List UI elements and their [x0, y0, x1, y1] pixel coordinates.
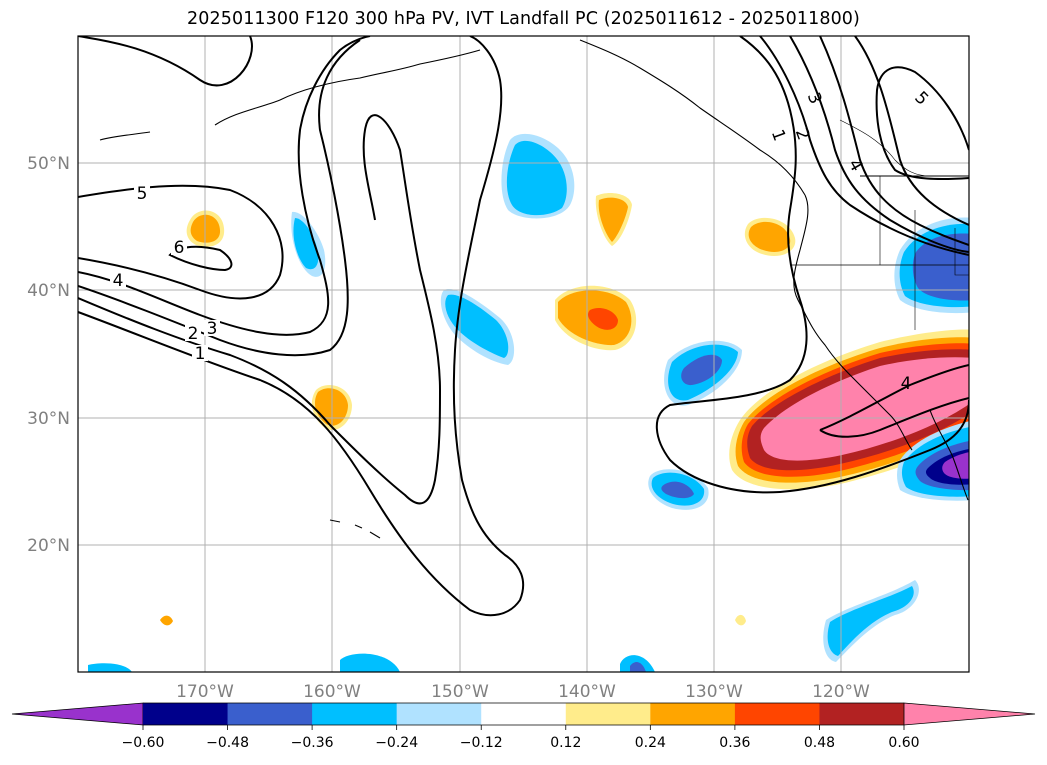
- colorbar-tick-label: 0.36: [719, 735, 750, 751]
- map-frame: [77, 35, 970, 673]
- colorbar-tick-label: −0.24: [375, 735, 418, 751]
- colorbar-extend-min: [11, 702, 144, 726]
- colorbar-extend-max: [903, 702, 1036, 726]
- longitude-labels: 170°W 160°W 150°W 140°W 130°W 120°W: [176, 682, 870, 702]
- lat-label: 30°N: [27, 409, 70, 429]
- colorbar-cell: [227, 703, 313, 725]
- pv-contours: [78, 36, 969, 617]
- contour-label: 6: [174, 238, 185, 258]
- contour-label: 1: [195, 344, 206, 364]
- map-panel: [78, 36, 969, 672]
- contour-label: 5: [137, 184, 148, 204]
- colorbar-tick-label: 0.24: [635, 735, 666, 751]
- colorbar-cell: [312, 703, 398, 725]
- colorbar-cell: [481, 703, 567, 725]
- contour-label: 4: [113, 271, 124, 291]
- anomaly-blob-negative: [340, 653, 400, 672]
- colorbar-cell: [650, 703, 736, 725]
- colorbar-cell: [396, 703, 482, 725]
- lat-label: 40°N: [27, 281, 70, 301]
- lat-label: 20°N: [27, 536, 70, 556]
- colorbar-tick-label: 0.48: [804, 735, 835, 751]
- colorbar-cell: [565, 703, 651, 725]
- lon-label: 160°W: [303, 682, 361, 702]
- lon-label: 170°W: [176, 682, 234, 702]
- anomaly-blob-positive: [735, 614, 746, 626]
- lon-label: 140°W: [558, 682, 616, 702]
- colorbar-tick-label: 0.60: [888, 735, 919, 751]
- colorbar-cell: [143, 703, 229, 725]
- colorbar-tick-label: 0.12: [550, 735, 581, 751]
- anomaly-blob-positive: [160, 615, 173, 626]
- colorbar-tick-label: −0.60: [122, 735, 165, 751]
- colorbar: −0.60 −0.48 −0.36 −0.24 −0.12 0.12 0.24 0.36 0.4…: [11, 702, 1036, 751]
- lat-label: 50°N: [27, 154, 70, 174]
- colorbar-cell: [819, 703, 905, 725]
- latitude-labels: 50°N 40°N 30°N 20°N: [27, 154, 70, 556]
- contour-label: 2: [188, 324, 199, 344]
- contour-label: 3: [207, 319, 218, 339]
- colorbar-tick-label: −0.12: [460, 735, 503, 751]
- colorbar-cell: [734, 703, 820, 725]
- lon-label: 130°W: [685, 682, 743, 702]
- colorbar-tick-label: −0.36: [291, 735, 334, 751]
- contour-label: 4: [901, 374, 912, 394]
- lon-label: 120°W: [812, 682, 870, 702]
- map-title: 2025011300 F120 300 hPa PV, IVT Landfall…: [187, 9, 860, 29]
- colorbar-tick-label: −0.48: [206, 735, 249, 751]
- shaded-pv-anomalies: [88, 133, 969, 672]
- anomaly-blob-negative: [88, 663, 132, 672]
- lon-label: 150°W: [431, 682, 489, 702]
